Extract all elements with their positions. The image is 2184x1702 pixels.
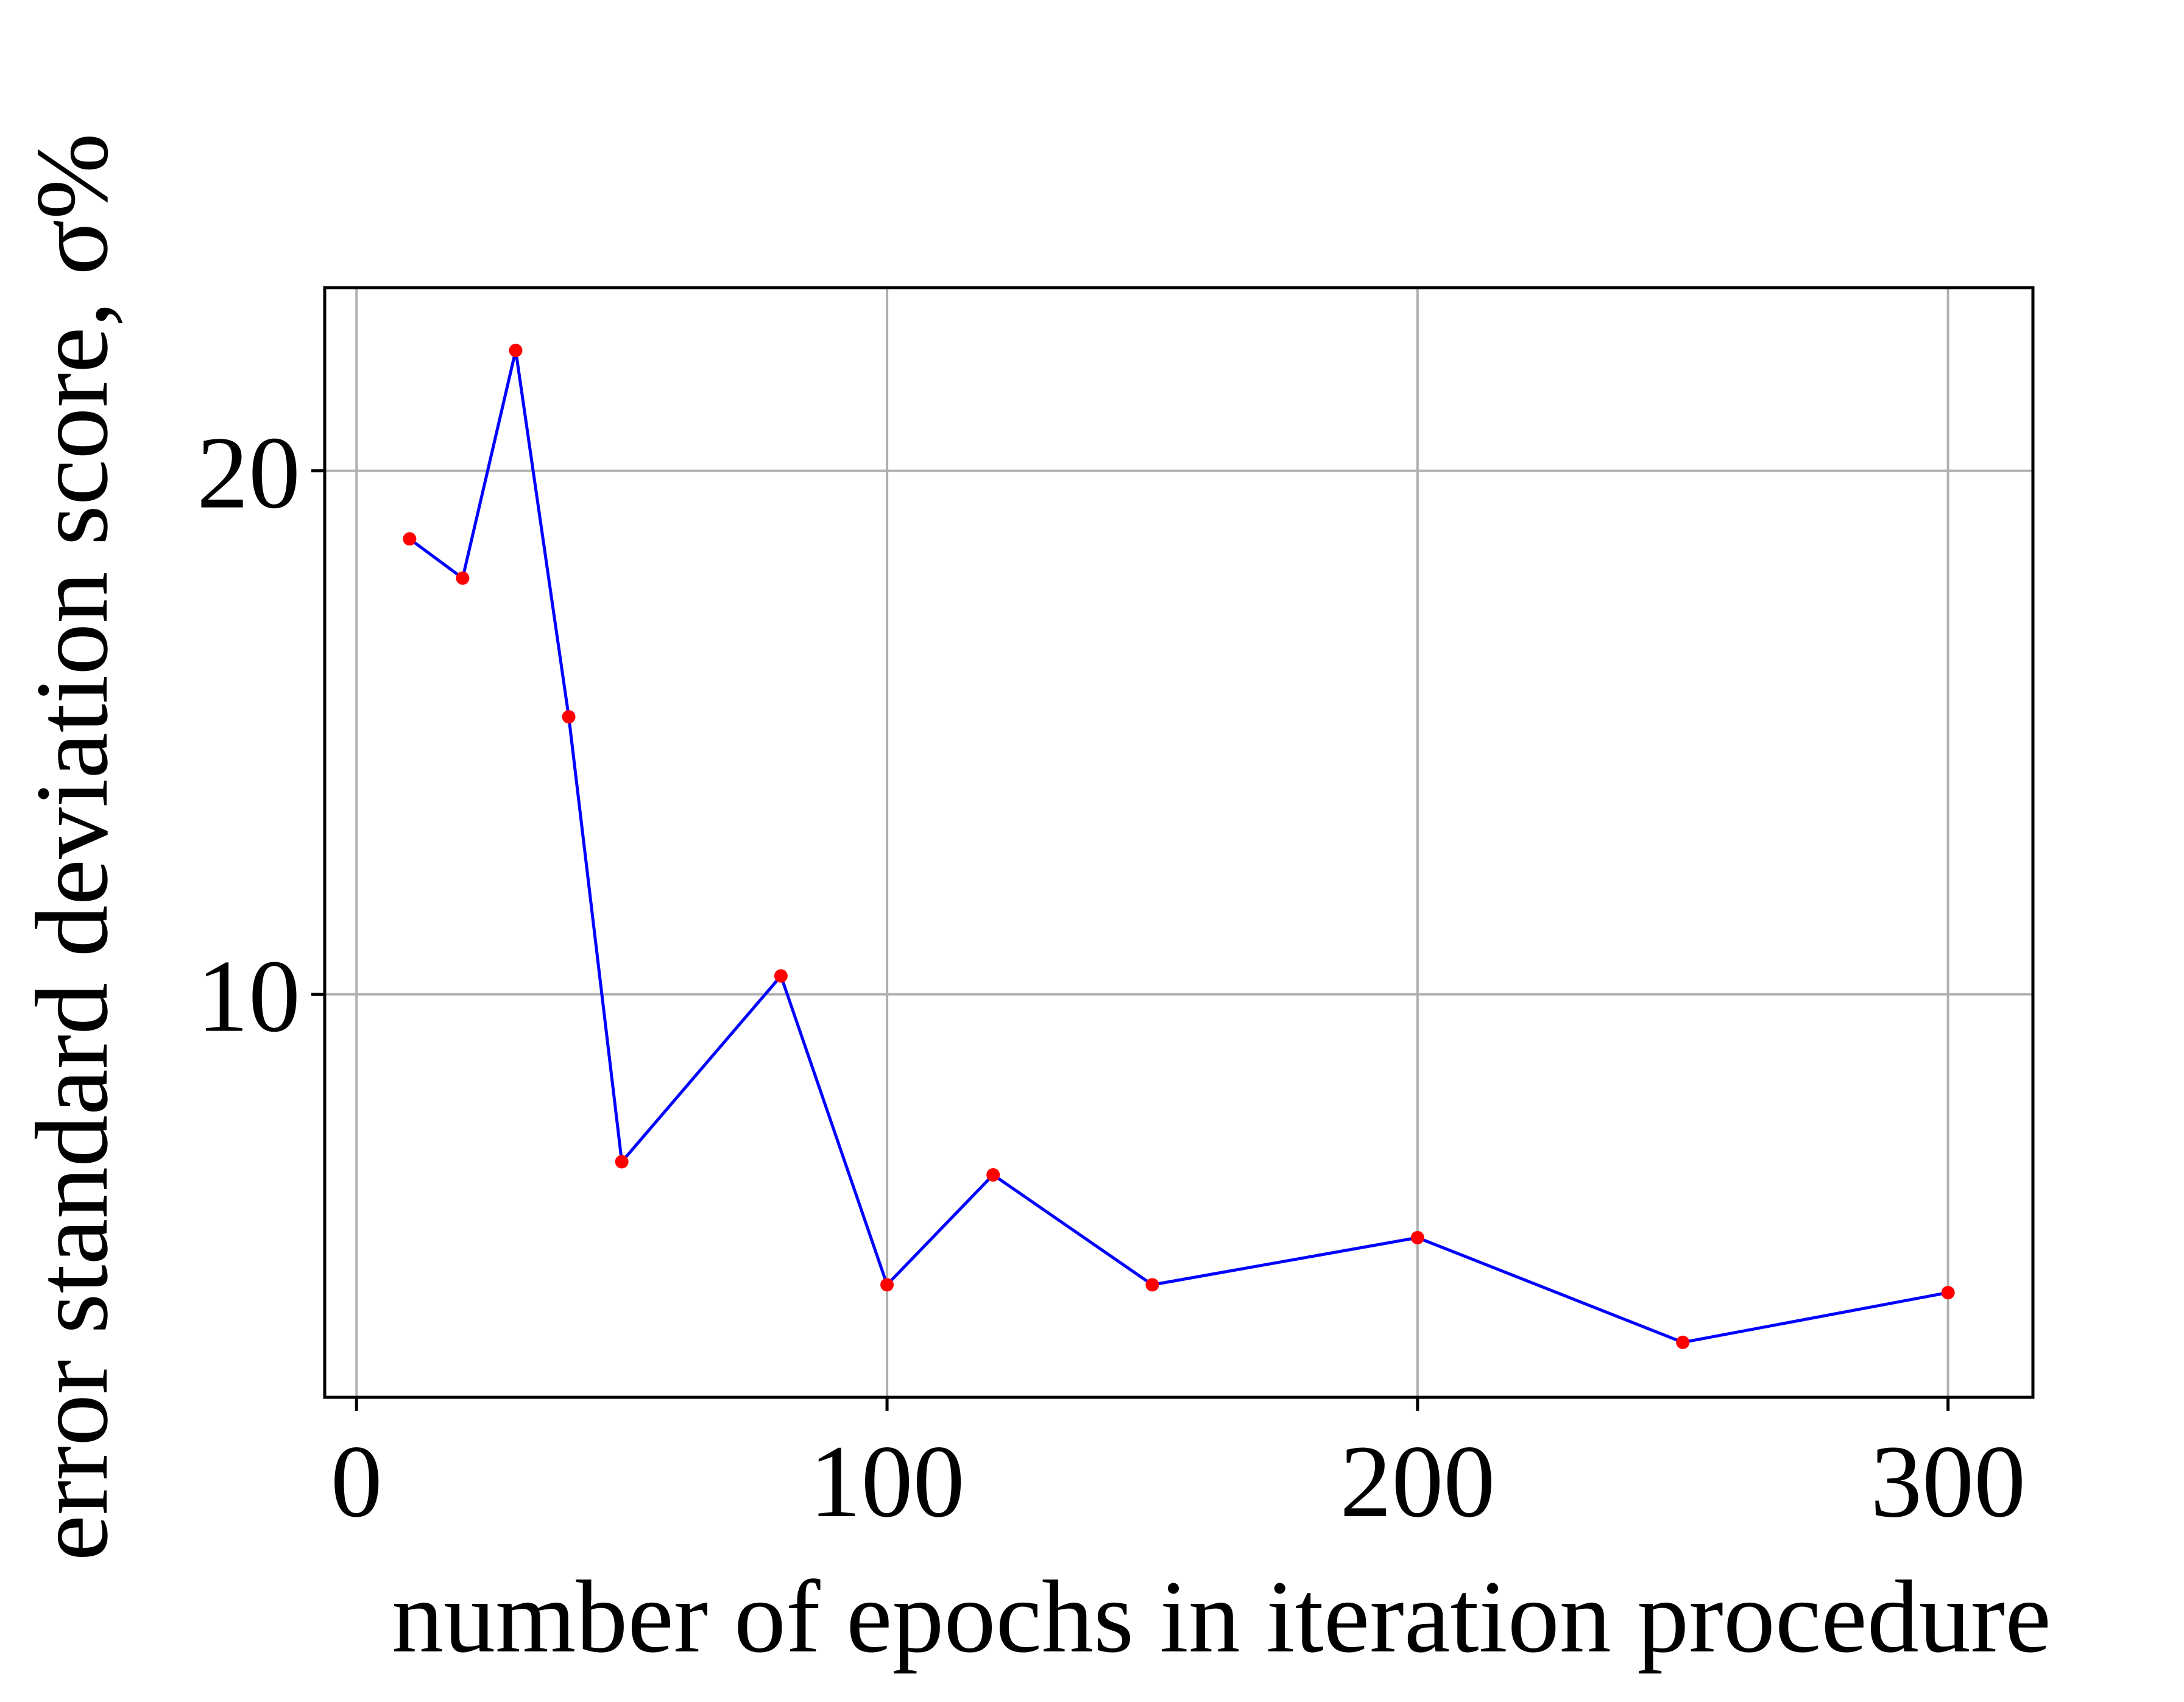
- data-point: [880, 1278, 894, 1292]
- data-point: [774, 969, 788, 983]
- tick-labels: 0 100 200 300 10 20: [197, 416, 2026, 1539]
- y-axis-label: error standard deviation score, σ%: [15, 133, 129, 1561]
- data-point: [1676, 1335, 1690, 1349]
- data-point: [562, 710, 576, 724]
- series-layer: [403, 344, 1955, 1349]
- y-tick-label: 20: [197, 416, 300, 530]
- x-tick-label: 200: [1340, 1424, 1495, 1539]
- series-line: [408, 349, 1949, 1344]
- data-point: [509, 344, 523, 358]
- tick-marks: [311, 469, 1950, 1411]
- x-axis-label: number of epochs in iteration procedure: [392, 1559, 2051, 1674]
- data-point: [456, 571, 470, 585]
- y-tick-label: 10: [197, 939, 300, 1054]
- x-tick-label: 100: [810, 1424, 965, 1539]
- plot-frame: [323, 286, 2035, 1399]
- x-tick-label: 0: [331, 1424, 383, 1539]
- data-point: [615, 1155, 629, 1169]
- grid-lines: [325, 288, 2033, 1397]
- data-point: [1410, 1231, 1424, 1245]
- data-point: [986, 1168, 1000, 1182]
- data-point: [1941, 1286, 1955, 1300]
- x-tick-label: 300: [1870, 1424, 2026, 1539]
- data-point: [1145, 1278, 1159, 1292]
- data-point: [403, 532, 417, 546]
